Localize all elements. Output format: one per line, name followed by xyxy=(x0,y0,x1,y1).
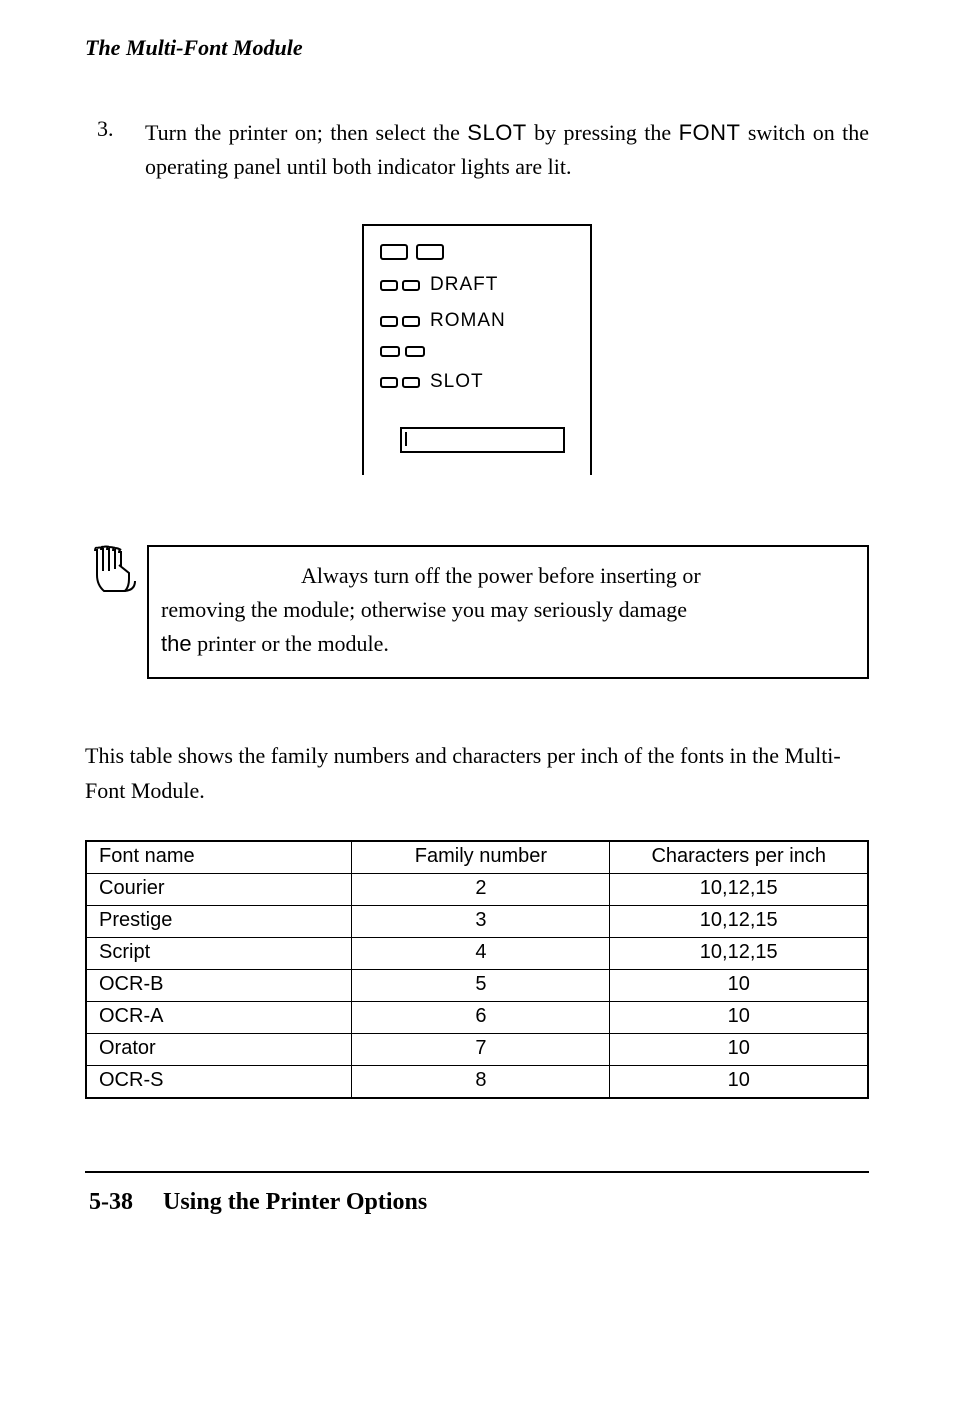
panel-label-slot: SLOT xyxy=(430,371,484,393)
warning-line-3: the printer or the module. xyxy=(161,627,845,661)
cell-name: Orator xyxy=(86,1033,352,1065)
warning-line-2a: removing the module; otherwise you may s… xyxy=(161,597,687,622)
panel-row-slot: SLOT xyxy=(380,371,574,393)
cell-name: Script xyxy=(86,937,352,969)
cell-family: 2 xyxy=(352,873,610,905)
warning-line-2c: printer or the module. xyxy=(192,631,389,656)
table-row: Prestige 3 10,12,15 xyxy=(86,905,868,937)
page-number: 5-38 xyxy=(89,1189,133,1215)
font-keyword: FONT xyxy=(679,120,741,145)
cell-name: OCR-B xyxy=(86,969,352,1001)
cell-family: 7 xyxy=(352,1033,610,1065)
table-header-row: Font name Family number Characters per i… xyxy=(86,841,868,874)
cell-name: OCR-S xyxy=(86,1065,352,1098)
cell-cpi: 10 xyxy=(610,1033,868,1065)
panel-row-roman: ROMAN xyxy=(380,310,574,332)
panel-label-draft: DRAFT xyxy=(430,274,498,296)
font-table: Font name Family number Characters per i… xyxy=(85,840,869,1099)
table-row: OCR-B 5 10 xyxy=(86,969,868,1001)
indicator-icon xyxy=(402,280,420,291)
hand-icon xyxy=(89,545,147,679)
footer-section: Using the Printer Options xyxy=(163,1189,427,1215)
indicator-icon xyxy=(380,377,398,388)
warning-block: Always turn off the power before inserti… xyxy=(85,545,869,679)
cell-family: 5 xyxy=(352,969,610,1001)
page-footer: 5-38 Using the Printer Options xyxy=(85,1189,869,1216)
indicator-icon xyxy=(380,244,408,260)
step-number: 3. xyxy=(97,116,145,184)
cell-family: 6 xyxy=(352,1001,610,1033)
cell-cpi: 10,12,15 xyxy=(610,873,868,905)
step-text: Turn the printer on; then select the SLO… xyxy=(145,116,869,184)
cell-cpi: 10 xyxy=(610,1001,868,1033)
panel-button-area xyxy=(362,407,592,475)
cell-family: 3 xyxy=(352,905,610,937)
cell-cpi: 10 xyxy=(610,1065,868,1098)
warning-line-1: Always turn off the power before inserti… xyxy=(161,559,845,593)
panel-label-roman: ROMAN xyxy=(430,310,506,332)
th-family-number: Family number xyxy=(352,841,610,874)
slot-keyword: SLOT xyxy=(467,120,526,145)
panel-box: DRAFT ROMAN SLOT xyxy=(362,224,592,407)
step-text-2: by pressing the xyxy=(527,120,679,145)
indicator-icon xyxy=(380,316,398,327)
cell-name: OCR-A xyxy=(86,1001,352,1033)
page-header: The Multi-Font Module xyxy=(85,35,869,61)
cell-family: 4 xyxy=(352,937,610,969)
th-cpi: Characters per inch xyxy=(610,841,868,874)
table-row: Courier 2 10,12,15 xyxy=(86,873,868,905)
panel-row-top xyxy=(380,244,574,260)
cell-cpi: 10,12,15 xyxy=(610,937,868,969)
cell-family: 8 xyxy=(352,1065,610,1098)
table-intro: This table shows the family numbers and … xyxy=(85,739,869,807)
cell-cpi: 10,12,15 xyxy=(610,905,868,937)
th-font-name: Font name xyxy=(86,841,352,874)
operating-panel-diagram: DRAFT ROMAN SLOT xyxy=(362,224,592,475)
indicator-icon xyxy=(416,244,444,260)
table-row: OCR-A 6 10 xyxy=(86,1001,868,1033)
panel-row-draft: DRAFT xyxy=(380,274,574,296)
cell-name: Courier xyxy=(86,873,352,905)
step-text-1: Turn the printer on; then select the xyxy=(145,120,467,145)
warning-box: Always turn off the power before inserti… xyxy=(147,545,869,679)
footer-rule xyxy=(85,1171,869,1173)
table-row: Script 4 10,12,15 xyxy=(86,937,868,969)
indicator-icon xyxy=(380,346,400,357)
indicator-icon xyxy=(402,316,420,327)
panel-row-blank xyxy=(380,346,574,357)
table-row: Orator 7 10 xyxy=(86,1033,868,1065)
indicator-icon xyxy=(380,280,398,291)
indicator-icon xyxy=(402,377,420,388)
warning-line-2: removing the module; otherwise you may s… xyxy=(161,593,845,627)
table-row: OCR-S 8 10 xyxy=(86,1065,868,1098)
cell-cpi: 10 xyxy=(610,969,868,1001)
panel-button-icon xyxy=(400,427,565,453)
warning-the: the xyxy=(161,631,192,656)
cell-name: Prestige xyxy=(86,905,352,937)
step-3: 3. Turn the printer on; then select the … xyxy=(85,116,869,184)
indicator-icon xyxy=(405,346,425,357)
